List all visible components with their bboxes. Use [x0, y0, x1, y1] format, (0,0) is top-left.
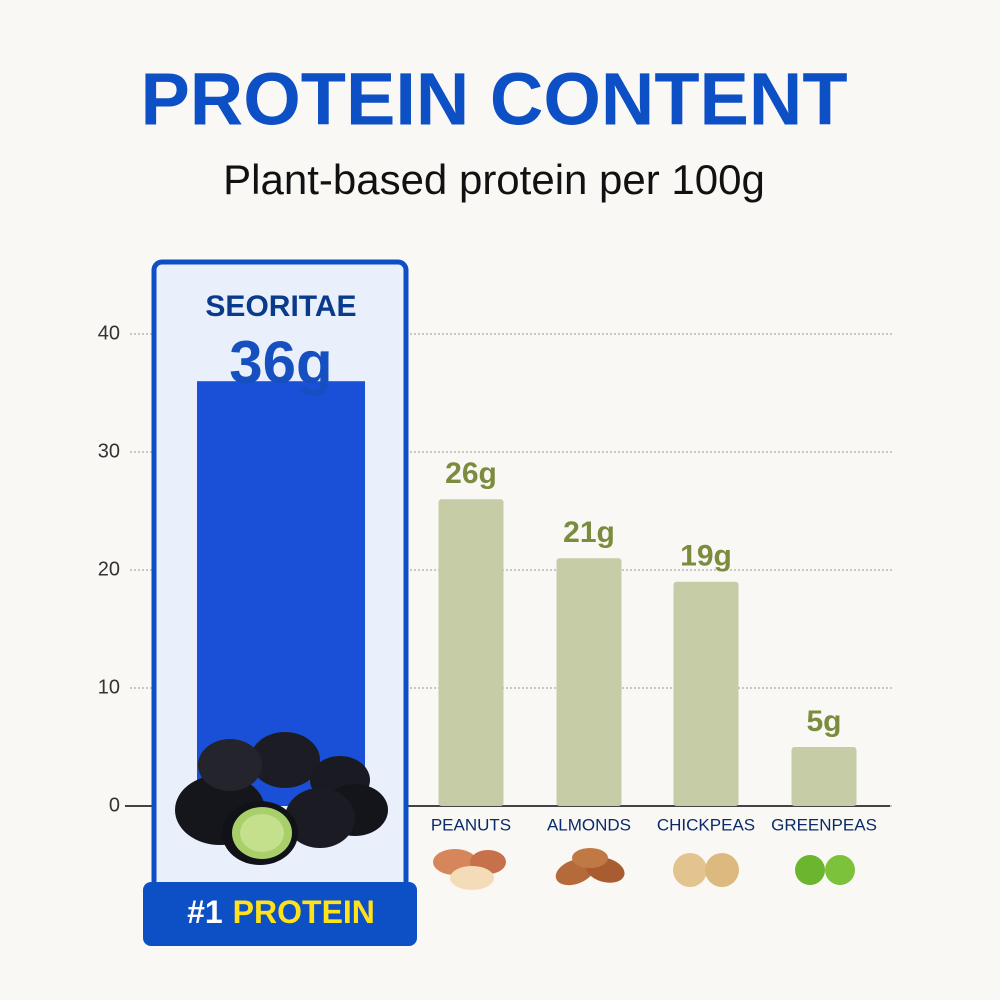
bar — [438, 499, 504, 806]
category-label: SEORITAE — [205, 290, 356, 323]
bar — [673, 581, 739, 806]
chickpeas-image — [673, 853, 739, 887]
y-tick-label: 0 — [109, 794, 120, 816]
badge-text: #1 PROTEIN — [187, 894, 375, 930]
value-label: 5g — [806, 705, 841, 738]
y-tick-label: 20 — [98, 558, 120, 580]
peanuts-image — [433, 849, 506, 890]
x-tick-label: CHICKPEAS — [657, 815, 755, 834]
x-tick-label: GREENPEAS — [771, 815, 877, 834]
badge-label: PROTEIN — [233, 894, 375, 930]
beans-image — [175, 732, 388, 865]
value-label: 19g — [680, 540, 732, 573]
y-tick-label: 30 — [98, 440, 120, 462]
x-tick-label: ALMONDS — [547, 815, 631, 834]
y-tick-label: 10 — [98, 676, 120, 698]
icons — [175, 732, 855, 890]
value-label: 21g — [563, 516, 615, 549]
badge — [143, 882, 417, 946]
value-label: 26g — [445, 457, 497, 490]
value-label: 36g — [229, 329, 332, 396]
chart-title: PROTEIN CONTENT — [140, 58, 847, 141]
badge-rank: #1 — [187, 894, 223, 930]
chart-subtitle: Plant-based protein per 100g — [223, 156, 765, 203]
bar — [556, 558, 622, 806]
bar — [791, 747, 857, 806]
x-tick-label: PEANUTS — [431, 815, 511, 834]
almonds-image — [555, 848, 625, 886]
y-tick-label: 40 — [98, 322, 120, 344]
greenpeas-image — [795, 855, 855, 885]
